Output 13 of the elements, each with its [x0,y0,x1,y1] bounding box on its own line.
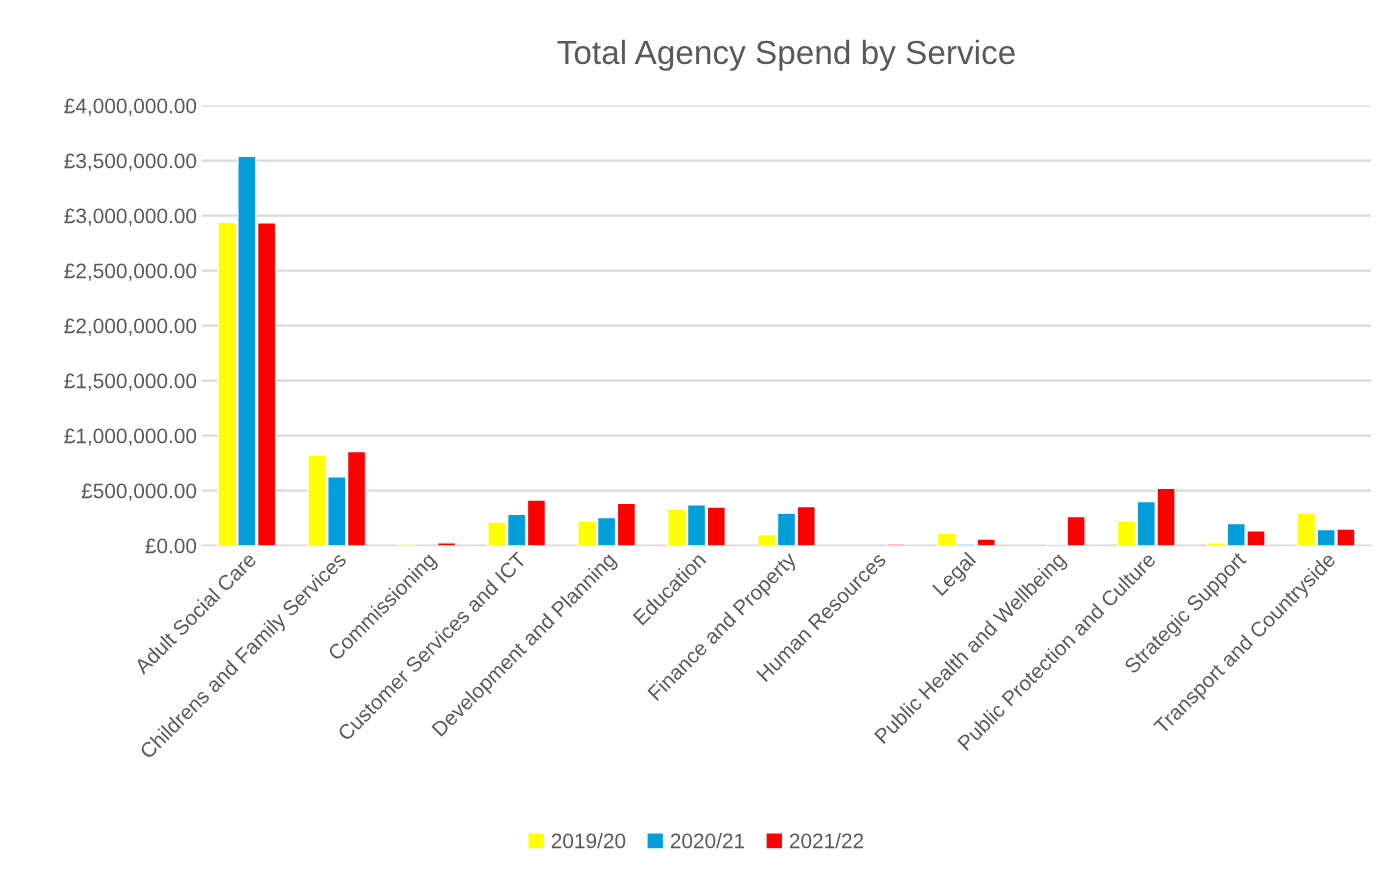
legend-label: 2019/20 [551,833,626,849]
legend-label: 2021/22 [789,833,864,849]
y-tick-label: £2,500,000.00 [64,263,197,281]
y-tick-label: £3,000,000.00 [64,208,197,226]
y-tick-label: £1,500,000.00 [64,373,197,391]
chart-title: Total Agency Spend by Service [557,39,1015,71]
y-tick-label: £500,000.00 [81,483,197,501]
y-tick-label: £4,000,000.00 [64,98,197,116]
y-tick-label: £3,500,000.00 [64,153,197,171]
y-tick-label: £1,000,000.00 [64,428,197,446]
y-tick-label: £2,000,000.00 [64,318,197,336]
y-tick-label: £0.00 [145,538,197,554]
legend-label: 2020/21 [670,833,745,849]
